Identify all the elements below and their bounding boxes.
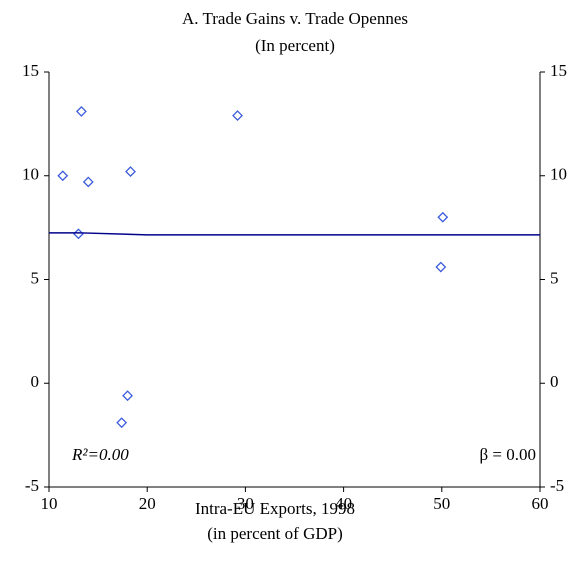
y2-tick-label: 0 — [550, 372, 559, 391]
fit-line — [49, 232, 540, 236]
y2-tick-label: -5 — [550, 476, 564, 495]
annotation: β = 0.00 — [480, 445, 537, 464]
y2-tick-label: 5 — [550, 268, 559, 287]
chart-subtitle: (In percent) — [255, 36, 335, 55]
x-tick-label: 40 — [335, 494, 352, 513]
chart-title: A. Trade Gains v. Trade Opennes — [182, 9, 408, 28]
x-axis-label: (in percent of GDP) — [207, 524, 343, 543]
y-tick-label: 15 — [22, 61, 39, 80]
scatter-point — [122, 390, 133, 402]
scatter-point — [75, 106, 87, 117]
y2-tick-label: 10 — [550, 165, 567, 184]
y2-tick-label: 15 — [550, 61, 567, 80]
scatter-point — [57, 170, 69, 182]
scatter-point — [232, 110, 243, 121]
y-tick-label: 0 — [31, 372, 40, 391]
scatter-point — [116, 417, 128, 429]
x-tick-label: 20 — [139, 494, 156, 513]
x-tick-label: 10 — [41, 494, 58, 513]
scatter-point — [125, 166, 136, 178]
annotation: R²=0.00 — [71, 445, 129, 464]
y-tick-label: 10 — [22, 165, 39, 184]
x-tick-label: 30 — [237, 494, 254, 513]
y-tick-label: -5 — [25, 476, 39, 495]
scatter-point — [435, 261, 447, 273]
x-tick-label: 50 — [433, 494, 450, 513]
scatter-point — [82, 176, 94, 188]
scatter-point — [73, 228, 84, 240]
x-tick-label: 60 — [532, 494, 549, 513]
y-tick-label: 5 — [31, 268, 40, 287]
scatter-point — [437, 211, 449, 223]
x-axis-label: Intra-EU Exports, 1998 — [195, 499, 355, 518]
